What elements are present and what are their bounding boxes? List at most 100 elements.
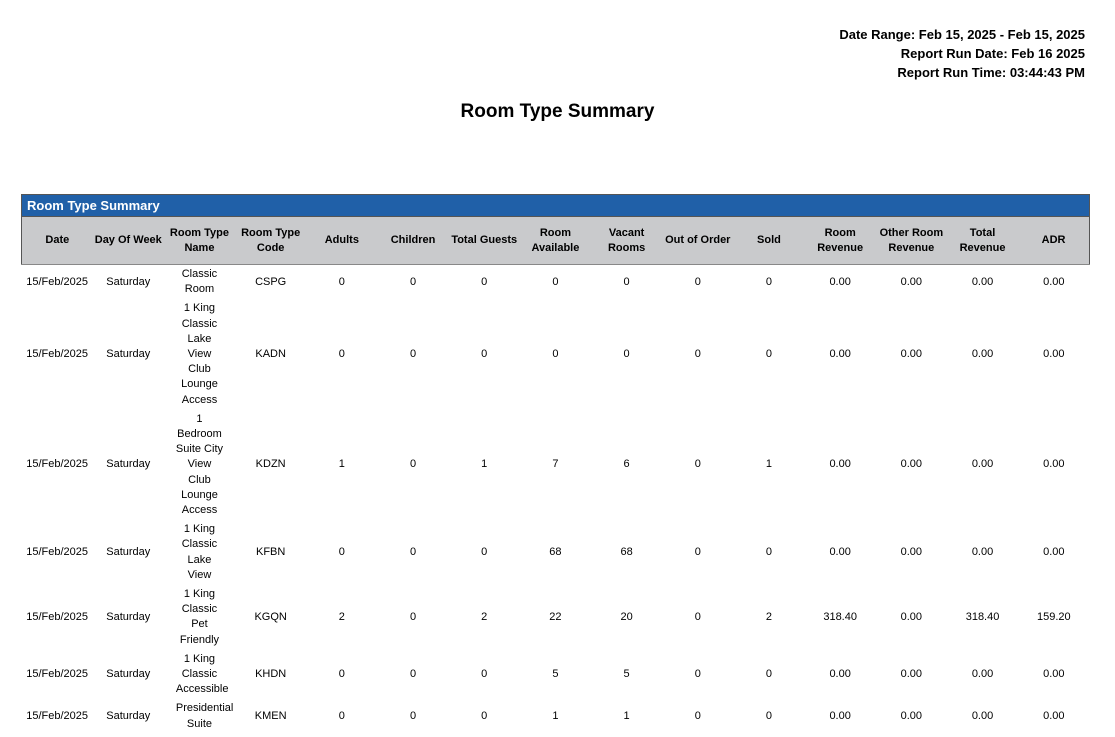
table-cell: 0.00	[971, 348, 994, 361]
table-cell: 1 King Classic Pet Friendly	[179, 588, 220, 646]
table-cell: KMEN	[254, 710, 287, 723]
table-cell: 0.00	[900, 668, 923, 681]
column-header: Total Revenue	[946, 216, 1019, 265]
table-cell: 7	[552, 458, 559, 471]
table-cell: KHDN	[255, 668, 287, 681]
column-header: Room Type Name	[163, 216, 236, 265]
table-cell: 159.20	[1036, 610, 1071, 623]
room-type-summary-table: Room Type Summary Date Day Of Week Room Ty…	[20, 194, 1091, 737]
table-cell: 5	[552, 668, 559, 681]
table-cell: 0	[694, 610, 701, 623]
table-cell: 0	[481, 348, 488, 361]
column-header: Out of Order	[662, 216, 734, 265]
column-header: Date	[20, 216, 93, 265]
table-cell: KADN	[255, 348, 286, 361]
table-row: 15/Feb/2025 Saturday 1 King Classic Access…	[22, 650, 1090, 700]
table-cell: 1	[765, 458, 773, 471]
date-range: Date Range: Feb 15, 2025 - Feb 15, 2025	[839, 27, 1085, 42]
table-cell: 0	[409, 668, 417, 681]
table-cell: 0.00	[829, 275, 851, 288]
table-cell: 1	[623, 710, 630, 723]
table-cell: 0	[481, 668, 488, 681]
table-cell: Saturday	[106, 610, 151, 623]
table-cell: 1	[552, 710, 559, 723]
table-cell: 1 Bedroom Suite City View Club Lounge Ac…	[175, 412, 223, 517]
table-cell: 318.40	[965, 610, 1000, 623]
table-cell: Saturday	[106, 546, 151, 559]
table-cell: 0	[481, 546, 488, 559]
table-cell: 0	[409, 275, 417, 288]
table-cell: 0	[409, 348, 417, 361]
table-cell: Presidential Suite	[175, 702, 234, 730]
section-title: Room Type Summary	[21, 194, 1090, 217]
table-cell: 0.00	[971, 668, 994, 681]
table-cell: 0	[694, 458, 701, 471]
table-cell: 0.00	[829, 458, 851, 471]
table-cell: 0	[481, 710, 488, 723]
table-cell: 0	[338, 668, 345, 681]
table-cell: 0	[765, 668, 773, 681]
table-cell: 0.00	[900, 546, 923, 559]
table-cell: 0	[623, 348, 630, 361]
table-cell: 0	[765, 546, 773, 559]
table-cell: 0	[409, 710, 417, 723]
table-cell: 68	[620, 546, 633, 559]
table-cell: Classic Room	[181, 268, 218, 296]
table-cell: 0.00	[1043, 458, 1065, 471]
table-cell: CSPG	[255, 275, 287, 288]
table-row: 15/Feb/2025 Saturday 1 King Classic Pet Fr…	[22, 585, 1090, 650]
column-header: Room Available	[519, 216, 591, 265]
table-cell: 0	[765, 710, 773, 723]
table-cell: 0	[409, 546, 417, 559]
table-cell: 0.00	[1043, 710, 1065, 723]
column-header: Adults	[306, 216, 378, 265]
table-cell: 0	[694, 275, 701, 288]
table-cell: 15/Feb/2025	[26, 710, 88, 723]
table-cell: 0.00	[900, 275, 923, 288]
table-cell: 0	[338, 546, 345, 559]
table-cell: 0.00	[971, 458, 994, 471]
table-cell: 0.00	[1043, 668, 1065, 681]
table-cell: KGQN	[254, 610, 287, 623]
table-cell: 0	[552, 348, 559, 361]
table-cell: 0	[694, 546, 701, 559]
column-header: Room Type Code	[235, 216, 307, 265]
table-cell: 2	[765, 610, 773, 623]
table-cell: 0.00	[900, 458, 923, 471]
table-cell: 1 King Classic Lake View Club Lounge Acc…	[181, 302, 218, 406]
column-header: Room Revenue	[804, 216, 876, 265]
table-cell: 15/Feb/2025	[26, 275, 88, 288]
table-cell: 0	[338, 710, 345, 723]
table-cell: 22	[549, 610, 562, 623]
column-header: Total Guests	[448, 216, 520, 265]
table-cell: 0.00	[900, 610, 923, 623]
column-header: ADR	[1018, 216, 1091, 265]
column-header: Other Room Revenue	[875, 216, 947, 265]
table-cell: 1	[338, 458, 345, 471]
table-cell: 0.00	[829, 668, 851, 681]
table-cell: 0	[694, 668, 701, 681]
table-cell: 0	[765, 348, 773, 361]
table-cell: 0.00	[829, 546, 851, 559]
column-header: Day Of Week	[92, 216, 164, 265]
table-cell: KDZN	[255, 458, 286, 471]
table-cell: Saturday	[106, 458, 151, 471]
table-cell: 15/Feb/2025	[26, 668, 88, 681]
column-header: Children	[377, 216, 449, 265]
table-row: 15/Feb/2025 Saturday 1 Bedroom Suite City …	[22, 410, 1090, 520]
table-cell: 15/Feb/2025	[26, 458, 88, 471]
table-cell: 0.00	[1043, 546, 1065, 559]
report-run-date: Report Run Date: Feb 16 2025	[900, 46, 1085, 61]
column-header: Sold	[733, 216, 805, 265]
table-cell: 0	[765, 275, 773, 288]
table-cell: 0	[481, 275, 488, 288]
table-cell: 0.00	[829, 710, 851, 723]
table-cell: 15/Feb/2025	[26, 610, 88, 623]
table-cell: 0	[338, 275, 345, 288]
table-cell: 0.00	[829, 348, 851, 361]
table-cell: 15/Feb/2025	[26, 348, 88, 361]
table-cell: 20	[620, 610, 633, 623]
table-cell: 68	[549, 546, 562, 559]
column-header: Vacant Rooms	[591, 216, 663, 265]
